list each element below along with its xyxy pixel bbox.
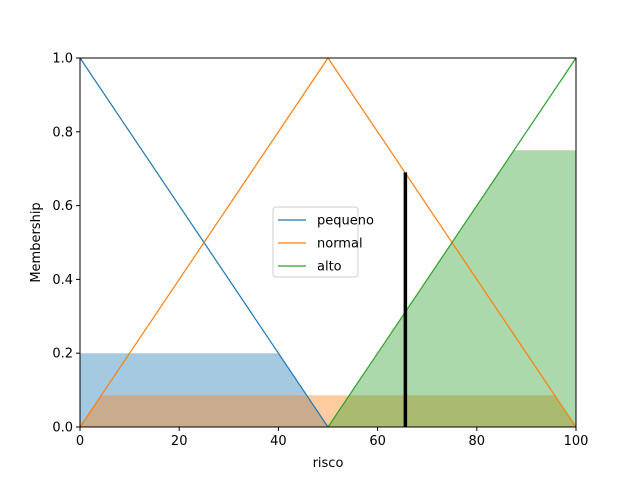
y-tick-label: 0.0 bbox=[52, 421, 73, 436]
legend-label-alto: alto bbox=[317, 260, 342, 275]
x-axis-label: risco bbox=[313, 456, 344, 471]
x-tick-label: 0 bbox=[76, 434, 84, 449]
x-tick-label: 60 bbox=[369, 434, 386, 449]
y-tick-label: 0.6 bbox=[52, 199, 73, 214]
activation-fill-alto bbox=[328, 150, 576, 427]
x-tick-label: 100 bbox=[564, 434, 589, 449]
series-line-alto bbox=[327, 57, 577, 428]
legend: pequeno normal alto bbox=[272, 206, 374, 278]
x-tick-label: 80 bbox=[469, 434, 486, 449]
x-tick-label: 20 bbox=[171, 434, 188, 449]
activation-fills bbox=[80, 150, 576, 427]
legend-label-normal: normal bbox=[317, 237, 363, 252]
y-tick-label: 0.8 bbox=[52, 125, 73, 140]
y-axis-label: Membership bbox=[29, 202, 44, 282]
x-axis-ticks: 0 20 40 60 80 100 bbox=[76, 427, 589, 449]
y-tick-label: 0.2 bbox=[52, 347, 73, 362]
plot-frame bbox=[79, 57, 577, 428]
y-axis-ticks: 0.0 0.2 0.4 0.6 0.8 1.0 bbox=[52, 52, 80, 436]
x-tick-label: 40 bbox=[270, 434, 287, 449]
axes bbox=[79, 57, 577, 428]
y-tick-label: 0.4 bbox=[52, 273, 73, 288]
legend-label-pequeno: pequeno bbox=[317, 214, 374, 229]
activation-fill-normal bbox=[80, 395, 576, 427]
legend-box bbox=[272, 206, 359, 278]
y-tick-label: 1.0 bbox=[52, 52, 73, 67]
activation-fill-pequeno bbox=[80, 353, 328, 427]
